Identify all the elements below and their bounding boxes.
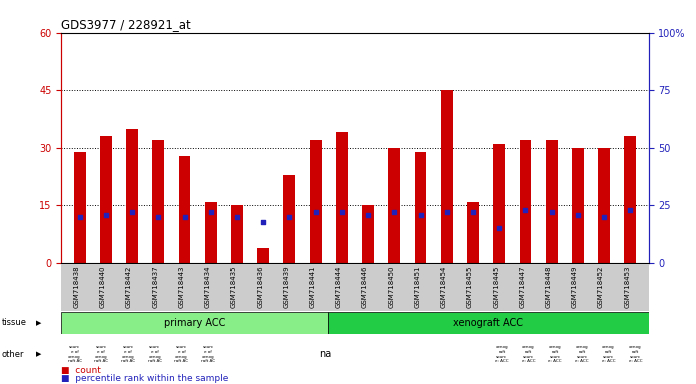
Text: na: na <box>319 349 332 359</box>
Text: sourc
e of
xenog
raft AC: sourc e of xenog raft AC <box>68 345 81 363</box>
Text: other: other <box>1 350 24 359</box>
Text: xenograft ACC: xenograft ACC <box>454 318 523 328</box>
Bar <box>546 140 557 263</box>
Bar <box>258 248 269 263</box>
Point <box>625 207 636 213</box>
Point <box>572 212 583 218</box>
Bar <box>441 90 452 263</box>
Bar <box>493 144 505 263</box>
Point <box>363 212 374 218</box>
Text: GSM718447: GSM718447 <box>519 266 525 308</box>
Bar <box>598 148 610 263</box>
Point <box>74 214 85 220</box>
Text: xenog
raft
sourc
e: ACC: xenog raft sourc e: ACC <box>548 345 562 363</box>
Text: xenog
raft
sourc
e: ACC: xenog raft sourc e: ACC <box>575 345 589 363</box>
Text: GSM718438: GSM718438 <box>74 266 79 308</box>
Text: xenog
raft
sourc
e: ACC: xenog raft sourc e: ACC <box>628 345 642 363</box>
Text: GSM718435: GSM718435 <box>231 266 237 308</box>
Text: GSM718455: GSM718455 <box>467 266 473 308</box>
Bar <box>519 140 531 263</box>
Text: GSM718443: GSM718443 <box>178 266 184 308</box>
Bar <box>205 202 216 263</box>
Point <box>336 209 347 215</box>
Text: xenog
raft
sourc
e: ACC: xenog raft sourc e: ACC <box>522 345 535 363</box>
Text: GSM718445: GSM718445 <box>493 266 499 308</box>
Text: sourc
e of
xenog
raft AC: sourc e of xenog raft AC <box>201 345 215 363</box>
Text: ▶: ▶ <box>36 351 42 357</box>
Bar <box>283 175 295 263</box>
Text: sourc
e of
xenog
raft AC: sourc e of xenog raft AC <box>121 345 135 363</box>
Text: GSM718446: GSM718446 <box>362 266 368 308</box>
Point <box>468 209 479 215</box>
Point <box>179 214 190 220</box>
Text: GSM718452: GSM718452 <box>598 266 604 308</box>
Text: GSM718436: GSM718436 <box>258 266 263 308</box>
Text: ▶: ▶ <box>36 320 42 326</box>
Point <box>152 214 164 220</box>
Bar <box>179 156 191 263</box>
Text: GSM718440: GSM718440 <box>100 266 106 308</box>
Bar <box>100 136 112 263</box>
Bar <box>329 312 649 334</box>
Bar <box>624 136 636 263</box>
Text: ■  count: ■ count <box>61 366 101 375</box>
Point <box>415 212 426 218</box>
Bar <box>61 312 329 334</box>
Text: sourc
e of
xenog
raft AC: sourc e of xenog raft AC <box>148 345 161 363</box>
Point <box>389 209 400 215</box>
Text: GSM718451: GSM718451 <box>415 266 420 308</box>
Text: GSM718441: GSM718441 <box>310 266 315 308</box>
Text: GSM718454: GSM718454 <box>441 266 447 308</box>
Point <box>258 218 269 225</box>
Point <box>493 225 505 232</box>
Text: sourc
e of
xenog
raft AC: sourc e of xenog raft AC <box>94 345 109 363</box>
Bar <box>415 152 427 263</box>
Text: sourc
e of
xenog
raft AC: sourc e of xenog raft AC <box>174 345 189 363</box>
Point <box>100 212 111 218</box>
Text: GSM718434: GSM718434 <box>205 266 211 308</box>
Text: xenog
raft
sourc
e: ACC: xenog raft sourc e: ACC <box>495 345 509 363</box>
Point <box>310 209 321 215</box>
Point <box>231 214 242 220</box>
Point <box>205 209 216 215</box>
Text: GSM718444: GSM718444 <box>336 266 342 308</box>
Bar <box>231 205 243 263</box>
Text: GSM718453: GSM718453 <box>624 266 631 308</box>
Text: tissue: tissue <box>1 318 26 328</box>
Text: GSM718442: GSM718442 <box>126 266 132 308</box>
Point <box>546 209 557 215</box>
Bar <box>388 148 400 263</box>
Text: GSM718437: GSM718437 <box>152 266 158 308</box>
Bar <box>572 148 584 263</box>
Bar <box>152 140 164 263</box>
Text: GSM718449: GSM718449 <box>572 266 578 308</box>
Bar <box>467 202 479 263</box>
Text: xenog
raft
sourc
e: ACC: xenog raft sourc e: ACC <box>602 345 615 363</box>
Bar <box>310 140 322 263</box>
Point <box>599 214 610 220</box>
Bar <box>126 129 138 263</box>
Point <box>284 214 295 220</box>
Text: GSM718450: GSM718450 <box>388 266 395 308</box>
Point <box>520 207 531 213</box>
Text: GSM718439: GSM718439 <box>283 266 290 308</box>
Text: GDS3977 / 228921_at: GDS3977 / 228921_at <box>61 18 191 31</box>
Bar <box>74 152 86 263</box>
Text: GSM718448: GSM718448 <box>546 266 552 308</box>
Bar <box>362 205 374 263</box>
Text: primary ACC: primary ACC <box>164 318 226 328</box>
Bar <box>336 132 348 263</box>
Point <box>127 209 138 215</box>
Point <box>441 209 452 215</box>
Text: ■  percentile rank within the sample: ■ percentile rank within the sample <box>61 374 228 383</box>
